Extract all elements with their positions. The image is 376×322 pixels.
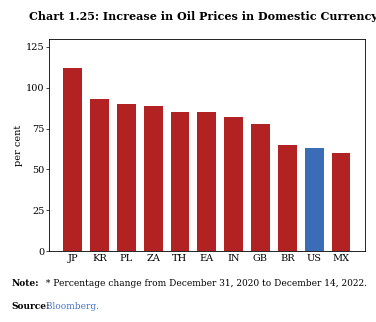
Bar <box>224 117 243 251</box>
Text: Source:: Source: <box>11 302 50 311</box>
Bar <box>90 99 109 251</box>
Bar <box>63 68 82 251</box>
Bar <box>251 124 270 251</box>
Bar <box>332 153 350 251</box>
Y-axis label: per cent: per cent <box>14 124 23 166</box>
Text: * Percentage change from December 31, 2020 to December 14, 2022.: * Percentage change from December 31, 20… <box>43 279 367 288</box>
Text: Chart 1.25: Increase in Oil Prices in Domestic Currency*: Chart 1.25: Increase in Oil Prices in Do… <box>29 11 376 22</box>
Bar <box>171 112 190 251</box>
Bar <box>117 104 136 251</box>
Text: Note:: Note: <box>11 279 39 288</box>
Bar <box>197 112 216 251</box>
Text: Bloomberg.: Bloomberg. <box>43 302 99 311</box>
Bar <box>305 148 323 251</box>
Bar <box>144 106 162 251</box>
Bar <box>278 145 297 251</box>
